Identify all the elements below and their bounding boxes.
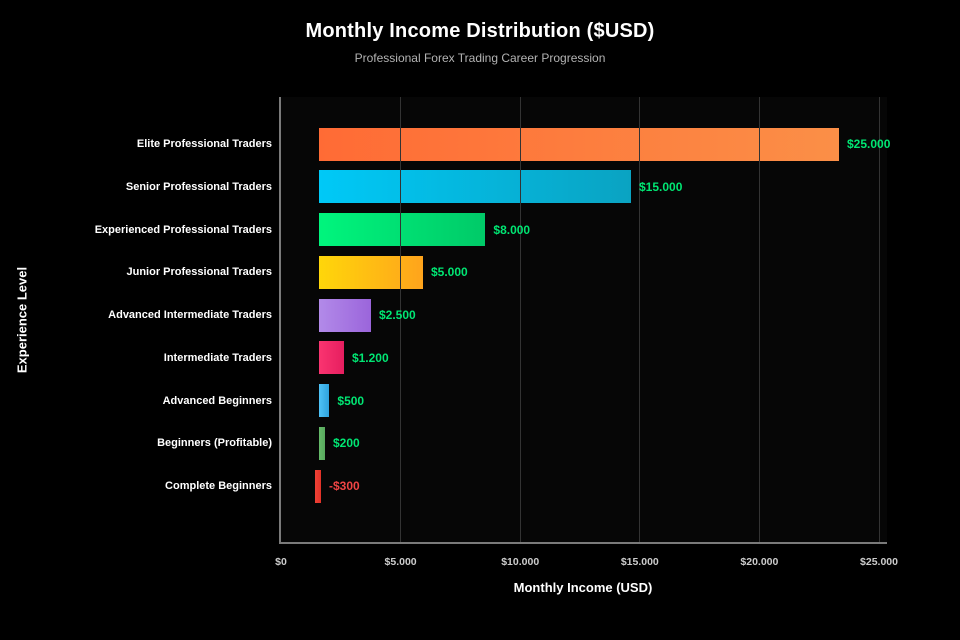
- bar-complete-beginners: [314, 469, 321, 503]
- x-axis-title: Monthly Income (USD): [513, 580, 653, 595]
- bar-experienced-professional-traders: [319, 213, 486, 246]
- bar-junior-professional-traders: [319, 255, 423, 289]
- x-tick-label: $10.000: [501, 556, 540, 568]
- gridline-15000: [639, 97, 641, 542]
- category-label: Advanced Intermediate Traders: [108, 309, 272, 321]
- chart-subtitle: Professional Forex Trading Career Progre…: [354, 51, 606, 65]
- value-label: -$300: [329, 479, 360, 493]
- x-tick-label: $20.000: [740, 556, 779, 568]
- value-label: $200: [333, 436, 360, 451]
- category-label: Complete Beginners: [165, 480, 272, 492]
- category-label: Intermediate Traders: [163, 351, 272, 364]
- x-tick-label: $0: [275, 556, 287, 568]
- x-tick-label: $25.000: [860, 556, 898, 568]
- gridline-10000: [519, 97, 521, 542]
- value-label: $15.000: [639, 179, 683, 194]
- gridline-5000: [400, 97, 402, 542]
- category-label: Senior Professional Traders: [125, 180, 272, 193]
- value-label: $25.000: [847, 137, 891, 151]
- x-tick-label: $5.000: [384, 556, 417, 568]
- gridline-25000: [878, 97, 880, 542]
- category-label: Experienced Professional Traders: [94, 223, 272, 236]
- category-label: Elite Professional Traders: [136, 138, 272, 150]
- category-label: Beginners (Profitable): [157, 437, 272, 450]
- value-label: $5.000: [431, 265, 468, 280]
- bar-beginners-profitable: [319, 426, 325, 460]
- bar-advanced-intermediate-traders: [319, 298, 371, 332]
- value-label: $1.200: [351, 350, 389, 365]
- category-label: Advanced Beginners: [162, 394, 272, 407]
- value-label: $8.000: [493, 222, 531, 237]
- bar-elite-professional-traders: [319, 127, 839, 161]
- bar-advanced-beginners: [319, 384, 330, 417]
- chart-title: Monthly Income Distribution ($USD): [305, 20, 655, 42]
- value-label: $2.500: [379, 308, 416, 322]
- gridline-20000: [758, 97, 760, 542]
- category-label: Junior Professional Traders: [126, 266, 273, 279]
- value-label: $500: [337, 393, 365, 408]
- bar-senior-professional-traders: [319, 170, 631, 204]
- y-axis-title: Experience Level: [14, 266, 30, 374]
- x-tick-label: $15.000: [620, 556, 659, 568]
- bar-intermediate-traders: [319, 341, 344, 375]
